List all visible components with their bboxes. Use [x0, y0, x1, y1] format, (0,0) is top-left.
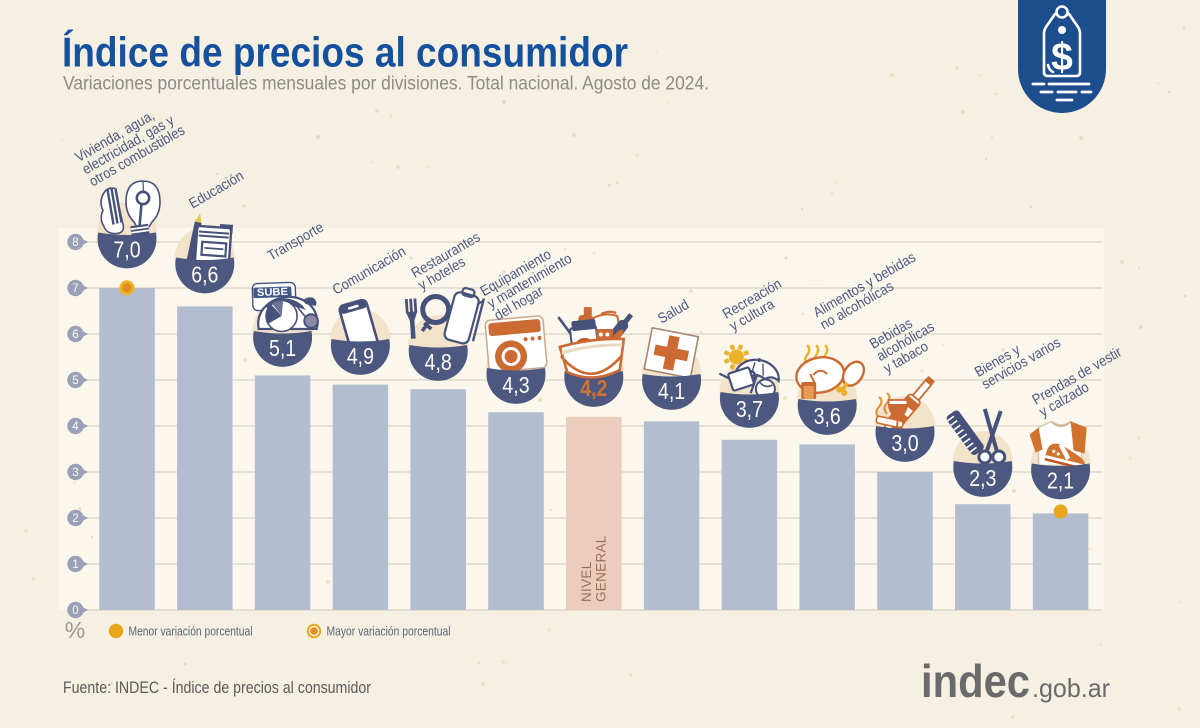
svg-text:2,1: 2,1: [1047, 468, 1074, 494]
svg-text:Fuente: INDEC - Índice de prec: Fuente: INDEC - Índice de precios al con…: [63, 678, 371, 697]
svg-text:Índice de precios al consumido: Índice de precios al consumidor: [62, 29, 628, 76]
svg-text:SUBE: SUBE: [257, 286, 288, 299]
svg-text:6: 6: [72, 329, 78, 341]
svg-text:4,1: 4,1: [658, 379, 685, 405]
svg-text:6,6: 6,6: [191, 262, 218, 288]
svg-text:4,9: 4,9: [347, 344, 374, 370]
svg-text:indec: indec: [921, 655, 1030, 707]
svg-text:2,3: 2,3: [969, 466, 996, 492]
svg-text:2: 2: [72, 513, 78, 525]
svg-text:7,0: 7,0: [113, 237, 140, 263]
svg-text:3,6: 3,6: [814, 404, 841, 430]
svg-text:0: 0: [72, 605, 78, 617]
svg-text:4,2: 4,2: [580, 376, 607, 402]
svg-text:7: 7: [72, 283, 78, 295]
svg-text:%: %: [65, 617, 85, 643]
svg-text:3,7: 3,7: [736, 397, 763, 423]
svg-text:$: $: [1051, 36, 1073, 79]
svg-text:Variaciones porcentuales mensu: Variaciones porcentuales mensuales por d…: [63, 74, 709, 95]
svg-text:5: 5: [72, 375, 78, 387]
svg-text:5,1: 5,1: [269, 336, 296, 362]
svg-text:4,3: 4,3: [502, 373, 529, 399]
svg-text:3: 3: [72, 467, 78, 479]
svg-text:4,8: 4,8: [425, 350, 452, 376]
svg-text:1: 1: [72, 559, 78, 571]
svg-text:NIVEL: NIVEL: [579, 561, 594, 602]
svg-text:3,0: 3,0: [891, 431, 918, 457]
svg-text:Mayor variación porcentual: Mayor variación porcentual: [327, 625, 451, 639]
svg-text:.gob.ar: .gob.ar: [1032, 673, 1110, 703]
svg-text:4: 4: [72, 421, 79, 433]
svg-text:8: 8: [72, 237, 78, 249]
svg-text:GENERAL: GENERAL: [594, 535, 609, 602]
svg-text:Menor variación porcentual: Menor variación porcentual: [129, 625, 253, 639]
